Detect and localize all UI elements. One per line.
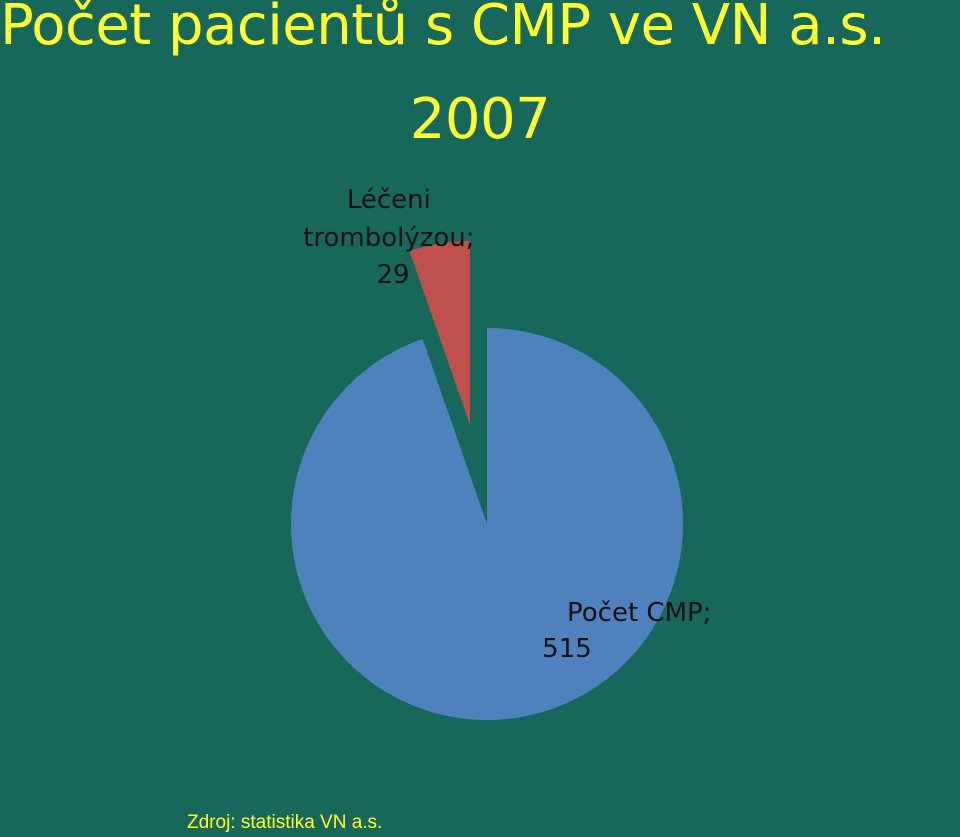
slide-title: Počet pacientů s CMP ve VN a.s. (0, 0, 886, 58)
pie-label-trombolyza-value: 29 (376, 260, 409, 290)
pie-label-cmp-value: 515 (542, 634, 592, 664)
pie-label-trombolyza-line1: Léčeni (347, 185, 431, 215)
source-note: Zdroj: statistika VN a.s. (187, 812, 383, 833)
pie-label-cmp-name: Počet CMP; (567, 598, 711, 628)
pie-label-trombolyza-line2: trombolýzou; (303, 223, 474, 253)
slide-title-year: 2007 (409, 87, 551, 152)
pie-label-cmp: Počet CMP; 515 (542, 598, 720, 664)
pie-slice-pocet-cmp (290, 328, 683, 720)
pie-slice-leceni-trombolyzou (409, 241, 470, 425)
pie-label-trombolyza: Léčeni trombolýzou; 29 (303, 185, 483, 290)
